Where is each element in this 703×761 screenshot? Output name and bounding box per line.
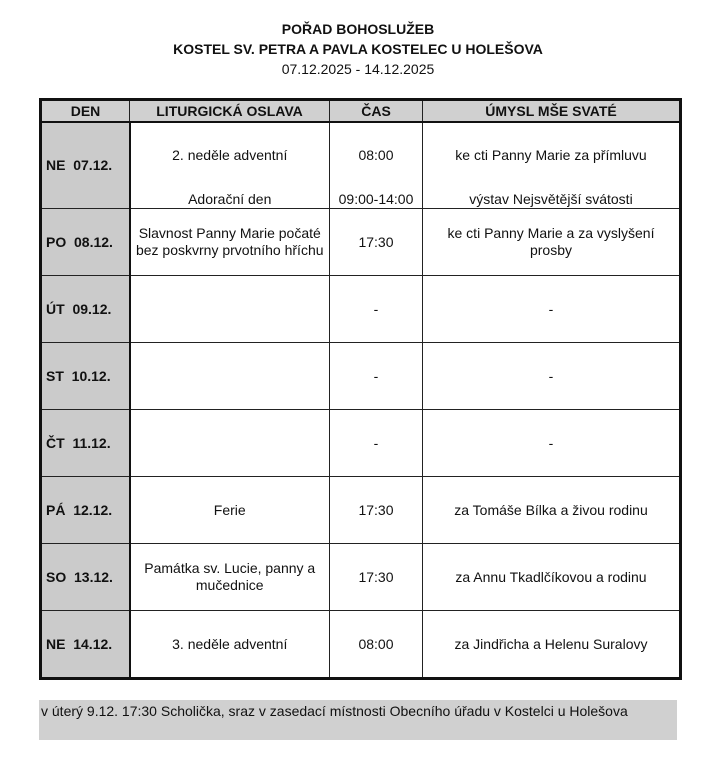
day-cell: NE 07.12. <box>40 121 131 209</box>
date-range: 07.12.2025 - 14.12.2025 <box>281 61 435 77</box>
day-cell: ČT 11.12. <box>40 409 131 477</box>
time-cell: 17:30 <box>329 208 423 276</box>
intention-cell: za Tomáše Bílka a živou rodinu <box>422 476 681 544</box>
column-header-time: ČAS <box>329 99 423 123</box>
intention-cell: za Annu Tkadlčíkovou a rodinu <box>422 543 681 611</box>
celebration-cell: 2. neděle adventní Adorační den <box>129 121 330 209</box>
celebration-cell: Slavnost Panny Marie počaté bez poskvrny… <box>129 208 330 276</box>
column-header-day: DEN <box>40 99 130 123</box>
day-cell: NE 14.12. <box>40 610 131 679</box>
day-cell: ST 10.12. <box>40 342 131 410</box>
celebration-cell: 3. neděle adventní <box>129 610 330 679</box>
celebration-cell: Památka sv. Lucie, panny a mučednice <box>129 543 330 611</box>
time-text: 08:00 <box>358 147 394 163</box>
table-row: ST 10.12. - - <box>40 342 681 410</box>
table-row: PÁ 12.12. Ferie 17:30 za Tomáše Bílka a živ… <box>40 476 681 544</box>
table-row: ÚT 09.12. - - <box>40 275 681 343</box>
table-header: DEN LITURGICKÁ OSLAVA ČAS ÚMYSL MŠE SVAT… <box>40 99 681 123</box>
column-header-celebration: LITURGICKÁ OSLAVA <box>129 99 330 123</box>
intention-text: ke cti Panny Marie za přímluvu <box>455 147 647 163</box>
announcement-note: v úterý 9.12. 17:30 Scholička, sraz v za… <box>39 700 677 740</box>
celebration-text: 2. neděle adventní <box>172 147 288 163</box>
time-cell: 08:00 <box>329 610 423 679</box>
celebration-cell <box>129 342 330 410</box>
time-text-2: 09:00-14:00 <box>338 191 414 207</box>
time-cell: 17:30 <box>329 476 423 544</box>
page-title: POŘAD BOHOSLUŽEB <box>281 21 435 37</box>
intention-cell: ke cti Panny Marie za přímluvu výstav Nej… <box>422 121 681 209</box>
schedule-table: DEN LITURGICKÁ OSLAVA ČAS ÚMYSL MŠE SVAT… <box>39 98 682 680</box>
table-row: ČT 11.12. - - <box>40 409 681 477</box>
intention-cell: - <box>422 342 681 410</box>
intention-cell: - <box>422 275 681 343</box>
day-cell: ÚT 09.12. <box>40 275 131 343</box>
intention-text-2: výstav Nejsvětější svátosti <box>469 191 633 207</box>
day-cell: SO 13.12. <box>40 543 131 611</box>
celebration-cell <box>129 409 330 477</box>
intention-cell: ke cti Panny Marie a za vyslyšení prosby <box>422 208 681 276</box>
time-cell: - <box>329 409 423 477</box>
time-cell: 08:00 09:00-14:00 <box>329 121 423 209</box>
table-row: PO 08.12. Slavnost Panny Marie počaté bez… <box>40 208 681 276</box>
table-row: NE 14.12. 3. neděle adventní 08:00 za Jindř… <box>40 610 681 679</box>
column-header-intention: ÚMYSL MŠE SVATÉ <box>422 99 681 123</box>
time-cell: - <box>329 275 423 343</box>
table-row: SO 13.12. Památka sv. Lucie, panny a muče… <box>40 543 681 611</box>
time-cell: 17:30 <box>329 543 423 611</box>
church-name: KOSTEL SV. PETRA A PAVLA KOSTELEC U HOLE… <box>173 41 543 57</box>
intention-cell: za Jindřicha a Helenu Suralovy <box>422 610 681 679</box>
celebration-cell: Ferie <box>129 476 330 544</box>
day-cell: PÁ 12.12. <box>40 476 131 544</box>
day-cell: PO 08.12. <box>40 208 131 276</box>
celebration-text-2: Adorační den <box>188 191 272 207</box>
celebration-cell <box>129 275 330 343</box>
time-cell: - <box>329 342 423 410</box>
table-row: NE 07.12. 2. neděle adventní Adorační den… <box>40 121 681 209</box>
intention-cell: - <box>422 409 681 477</box>
